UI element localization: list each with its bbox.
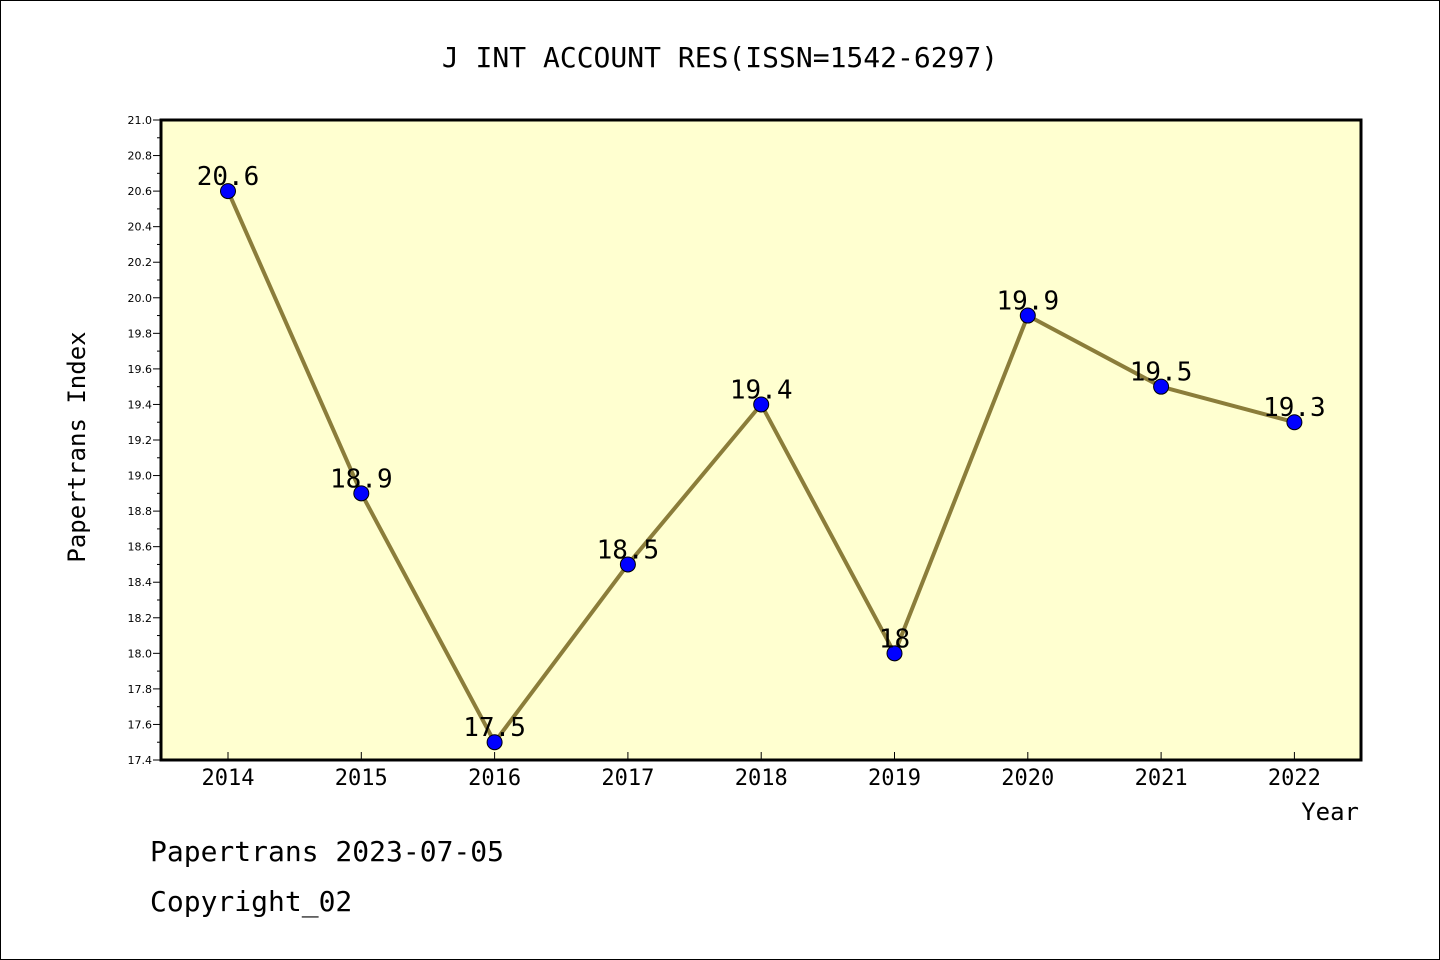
data-point bbox=[1286, 414, 1303, 431]
data-point bbox=[1019, 307, 1036, 324]
data-point bbox=[619, 556, 636, 573]
y-tick-label: 19.4 bbox=[128, 398, 153, 411]
y-tick-label: 18.2 bbox=[128, 612, 153, 625]
series-markers bbox=[220, 183, 1303, 751]
plot-area bbox=[159, 118, 1363, 762]
data-point bbox=[220, 183, 236, 200]
footer-copyright-text: Copyright_02 bbox=[150, 885, 353, 918]
y-tick-label: 20.0 bbox=[128, 292, 153, 305]
y-tick-label: 18.6 bbox=[128, 541, 153, 554]
data-point bbox=[886, 645, 903, 662]
data-label: 19.3 bbox=[1263, 393, 1326, 423]
data-point bbox=[1153, 378, 1170, 395]
x-tick-label: 2019 bbox=[868, 766, 921, 791]
y-tick-label: 19.2 bbox=[128, 434, 153, 447]
y-tick-label: 19.8 bbox=[128, 327, 153, 340]
y-axis-label: Papertrans Index bbox=[63, 331, 91, 562]
x-tick-label: 2018 bbox=[735, 766, 788, 791]
y-tick-label: 21.0 bbox=[128, 114, 153, 127]
data-labels: 20.6 18.9 17.5 18.5 19.4 18 19.9 19.5 19.3 bbox=[197, 162, 1326, 743]
data-point bbox=[486, 734, 503, 751]
x-tick-label: 2017 bbox=[601, 766, 654, 791]
chart-title: J INT ACCOUNT RES(ISSN=1542-6297) bbox=[442, 41, 998, 74]
x-axis-ticks: 2014 2015 2016 2017 2018 2019 2020 2021 2022 bbox=[202, 752, 1321, 791]
data-label: 19.4 bbox=[730, 375, 793, 405]
x-tick-label: 2022 bbox=[1268, 766, 1321, 791]
data-label: 20.6 bbox=[197, 162, 260, 192]
y-tick-label: 20.6 bbox=[128, 185, 153, 198]
x-axis-label: Year bbox=[1301, 798, 1359, 826]
data-point bbox=[753, 396, 770, 413]
y-tick-label: 20.2 bbox=[128, 256, 153, 269]
y-tick-label: 17.6 bbox=[128, 718, 153, 731]
data-label: 19.9 bbox=[996, 287, 1059, 317]
y-tick-label: 19.6 bbox=[128, 363, 153, 376]
y-tick-label: 17.8 bbox=[128, 683, 153, 696]
x-tick-label: 2021 bbox=[1135, 766, 1188, 791]
data-label: 19.5 bbox=[1130, 358, 1193, 388]
x-tick-label: 2020 bbox=[1001, 766, 1054, 791]
data-label: 18.9 bbox=[330, 464, 393, 494]
y-tick-label: 18.4 bbox=[128, 576, 153, 589]
x-tick-label: 2014 bbox=[202, 766, 255, 791]
y-tick-label: 20.8 bbox=[128, 150, 153, 163]
y-axis-ticks: 17.4 17.6 17.8 18.0 18.2 18.4 18.6 18.8 19.0 19.2… bbox=[128, 114, 161, 767]
data-label: 17.5 bbox=[463, 713, 526, 743]
y-tick-label: 20.4 bbox=[128, 221, 153, 234]
x-tick-label: 2016 bbox=[468, 766, 521, 791]
data-label: 18 bbox=[879, 624, 910, 654]
data-label: 18.5 bbox=[597, 535, 660, 565]
y-tick-label: 18.8 bbox=[128, 505, 153, 518]
y-tick-label: 19.0 bbox=[128, 470, 153, 483]
x-tick-label: 2015 bbox=[335, 766, 388, 791]
y-tick-label: 18.0 bbox=[128, 647, 153, 660]
data-point bbox=[353, 485, 370, 502]
y-tick-label: 17.4 bbox=[128, 754, 153, 767]
footer-date-text: Papertrans 2023-07-05 bbox=[150, 835, 505, 868]
